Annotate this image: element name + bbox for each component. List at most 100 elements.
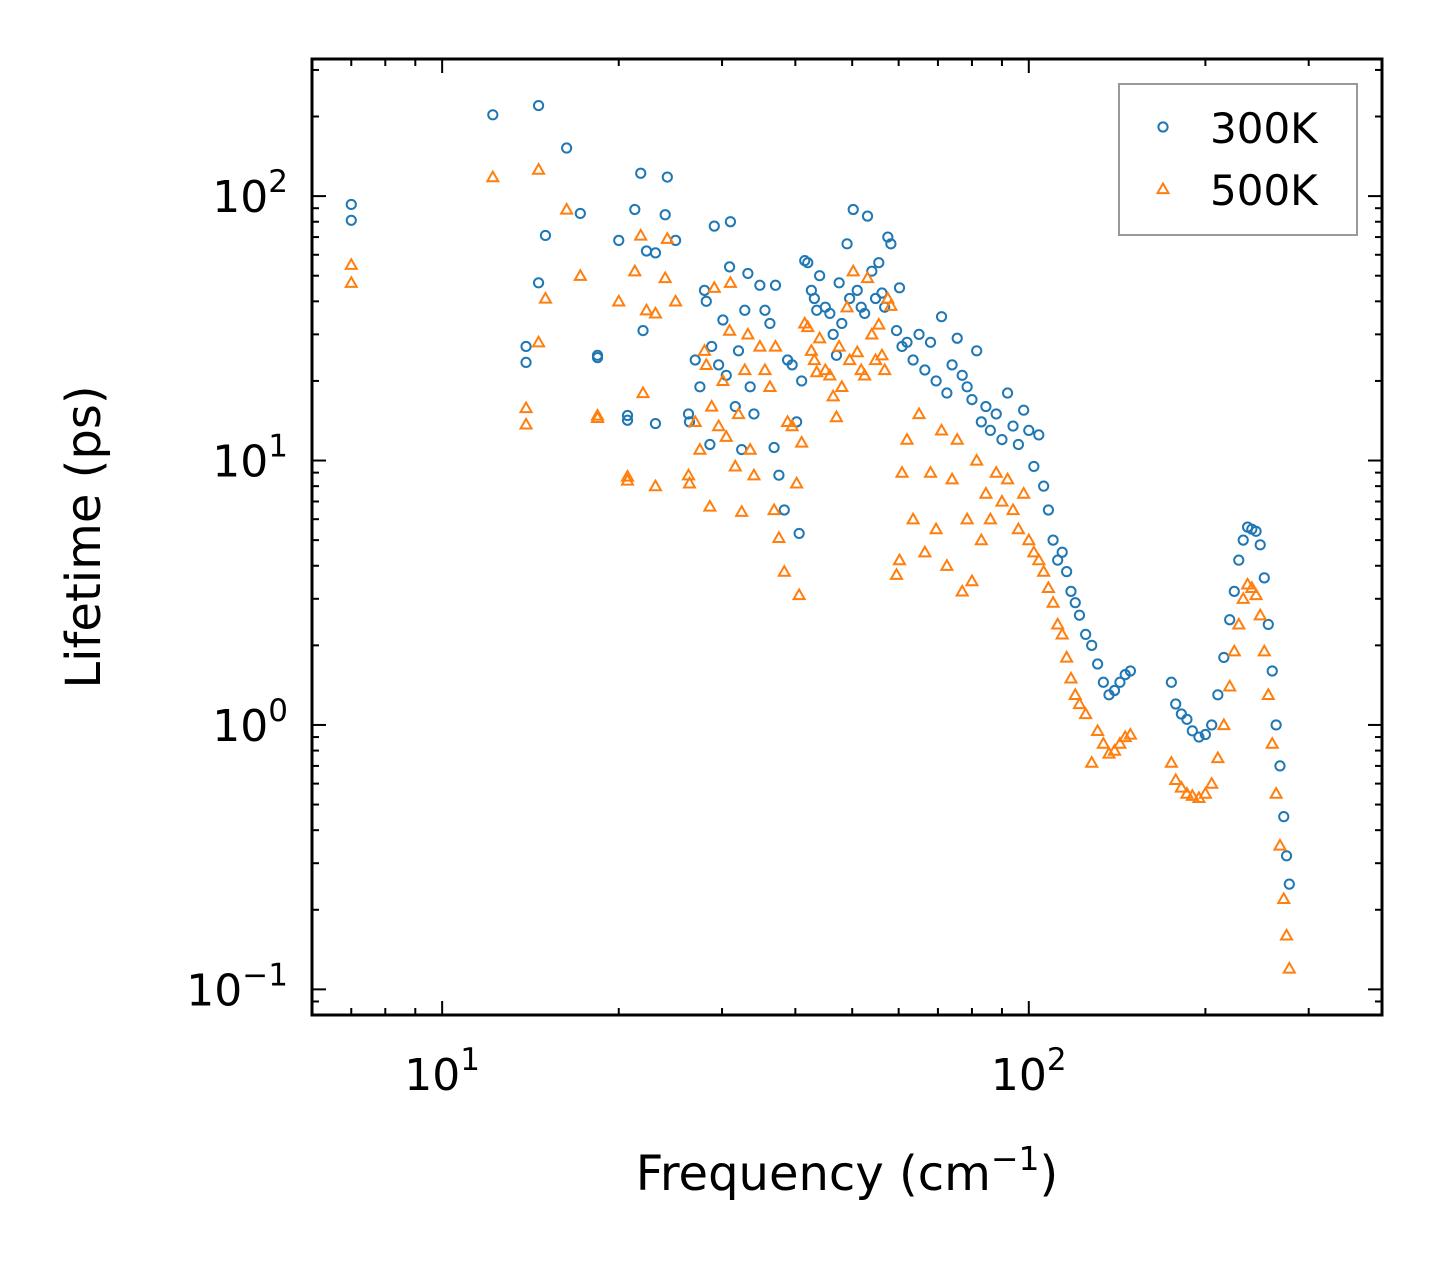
data-point-300k xyxy=(1266,665,1278,677)
data-point-300k xyxy=(984,424,996,437)
data-point-300k xyxy=(717,314,729,326)
data-point-300k xyxy=(1091,658,1104,670)
data-point-300k xyxy=(520,356,532,369)
data-point-300k xyxy=(1042,504,1055,516)
data-point-500k xyxy=(983,511,998,525)
data-point-500k xyxy=(845,263,861,277)
data-point-500k xyxy=(831,338,847,352)
data-point-500k xyxy=(752,338,768,352)
data-point-500k xyxy=(894,465,910,478)
data-point-500k xyxy=(880,290,896,304)
data-point-500k xyxy=(1011,521,1026,535)
data-point-500k xyxy=(1078,706,1093,720)
data-point-300k xyxy=(778,504,790,516)
data-point-500k xyxy=(648,305,663,319)
series-300k xyxy=(345,99,1295,890)
data-point-500k xyxy=(1164,755,1179,768)
data-point-300k xyxy=(621,409,634,422)
data-point-500k xyxy=(1112,736,1128,749)
y-tick-label: 100 xyxy=(212,693,288,752)
data-point-300k xyxy=(689,354,701,366)
data-point-300k xyxy=(1038,480,1050,492)
data-point-300k xyxy=(1193,731,1205,743)
data-point-500k xyxy=(777,564,792,577)
data-point-500k xyxy=(485,169,501,183)
data-point-300k xyxy=(706,340,718,353)
data-point-300k xyxy=(1237,534,1249,546)
data-point-500k xyxy=(620,469,635,482)
data-point-500k xyxy=(842,352,857,366)
data-point-300k xyxy=(1033,429,1045,441)
data-point-500k xyxy=(768,338,783,352)
data-point-500k xyxy=(1174,779,1189,793)
data-point-300k xyxy=(1212,689,1224,701)
data-point-500k xyxy=(1021,532,1037,546)
data-point-500k xyxy=(857,367,872,381)
x-tick-label: 101 xyxy=(404,1042,480,1101)
data-point-300k xyxy=(971,345,983,357)
data-point-500k xyxy=(1252,607,1268,621)
data-point-300k xyxy=(759,304,771,316)
data-point-300k xyxy=(744,381,756,393)
data-point-300k xyxy=(836,317,848,330)
data-point-300k xyxy=(748,408,760,420)
plot-frame xyxy=(310,57,1384,1017)
data-point-300k xyxy=(824,307,836,320)
y-tick-label: 10−1 xyxy=(186,957,288,1016)
data-point-500k xyxy=(635,385,651,399)
data-point-300k xyxy=(844,292,856,305)
data-point-500k xyxy=(531,162,546,175)
data-point-500k xyxy=(742,442,758,455)
data-point-300k xyxy=(729,400,741,413)
data-point-300k xyxy=(1224,614,1236,626)
data-point-500k xyxy=(1261,687,1276,700)
data-point-500k xyxy=(627,263,643,277)
data-point-500k xyxy=(1282,960,1297,974)
data-point-300k xyxy=(990,408,1002,420)
data-point-500k xyxy=(692,442,708,455)
data-point-500k xyxy=(1276,891,1291,904)
data-point-500k xyxy=(959,511,975,525)
data-point-500k xyxy=(1107,743,1122,756)
data-point-500k xyxy=(1041,580,1056,593)
data-point-500k xyxy=(723,275,738,288)
data-point-300k xyxy=(574,207,586,220)
data-point-300k xyxy=(649,417,662,430)
data-point-300k xyxy=(786,359,798,371)
data-point-500k xyxy=(807,352,822,366)
data-point-300k xyxy=(739,304,751,316)
data-point-300k xyxy=(975,416,987,428)
data-point-300k xyxy=(704,438,716,451)
data-point-300k xyxy=(833,277,845,289)
series-500k xyxy=(344,162,1297,974)
data-point-500k xyxy=(668,293,683,307)
data-point-300k xyxy=(613,234,625,246)
data-point-500k xyxy=(892,552,907,566)
data-point-500k xyxy=(978,486,994,499)
data-point-500k xyxy=(1235,591,1251,604)
data-point-500k xyxy=(871,316,887,330)
data-point-300k xyxy=(649,247,662,259)
data-point-500k xyxy=(939,558,955,571)
data-point-500k xyxy=(1063,670,1079,684)
data-point-500k xyxy=(834,379,850,392)
data-point-500k xyxy=(1210,750,1226,764)
data-point-500k xyxy=(590,410,605,423)
data-point-500k xyxy=(1068,687,1083,700)
data-point-500k xyxy=(687,414,703,428)
data-point-500k xyxy=(864,326,880,340)
data-point-300k xyxy=(637,325,649,337)
data-point-500k xyxy=(917,544,933,558)
points-layer xyxy=(344,99,1297,974)
data-point-300k xyxy=(732,345,745,357)
y-tick-label: 101 xyxy=(212,429,288,488)
data-point-300k xyxy=(345,198,357,211)
data-point-300k xyxy=(487,109,499,121)
data-point-300k xyxy=(629,203,641,216)
data-point-300k xyxy=(742,267,754,280)
data-point-500k xyxy=(874,347,890,361)
data-point-500k xyxy=(800,319,816,333)
data-point-500k xyxy=(822,367,838,381)
data-point-500k xyxy=(639,302,654,316)
data-point-500k xyxy=(1268,786,1284,799)
